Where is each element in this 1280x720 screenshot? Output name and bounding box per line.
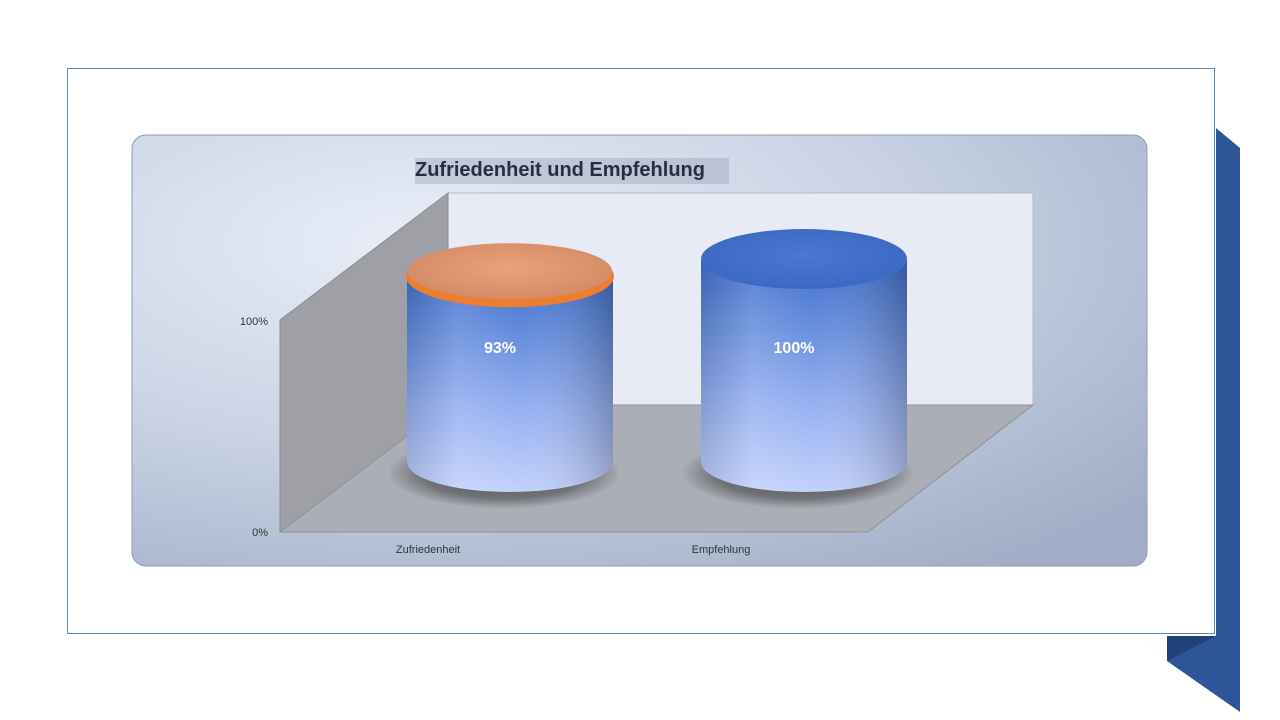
value-label-empfehlung: 100% xyxy=(774,340,815,357)
accent-ribbon xyxy=(1167,128,1240,712)
accent-ribbon-fold xyxy=(1167,636,1216,661)
x-category-label-0: Zufriedenheit xyxy=(396,544,460,556)
bar-zufriedenheit: 93% xyxy=(387,243,621,509)
value-label-zufriedenheit: 93% xyxy=(484,340,516,357)
bar-body-shading xyxy=(407,273,613,492)
bar-empfehlung: 100% xyxy=(681,229,915,509)
bar-body-shading xyxy=(701,259,907,492)
bar-cap xyxy=(408,243,612,300)
y-tick-label-max: 100% xyxy=(240,316,268,328)
bars-layer: 93% 100% xyxy=(387,229,915,509)
chart-title-shadow xyxy=(415,158,729,184)
bar-cap xyxy=(701,229,907,289)
x-category-label-1: Empfehlung xyxy=(692,544,751,556)
chart-title: Zufriedenheit und Empfehlung xyxy=(415,159,705,181)
y-tick-label-min: 0% xyxy=(252,527,268,539)
